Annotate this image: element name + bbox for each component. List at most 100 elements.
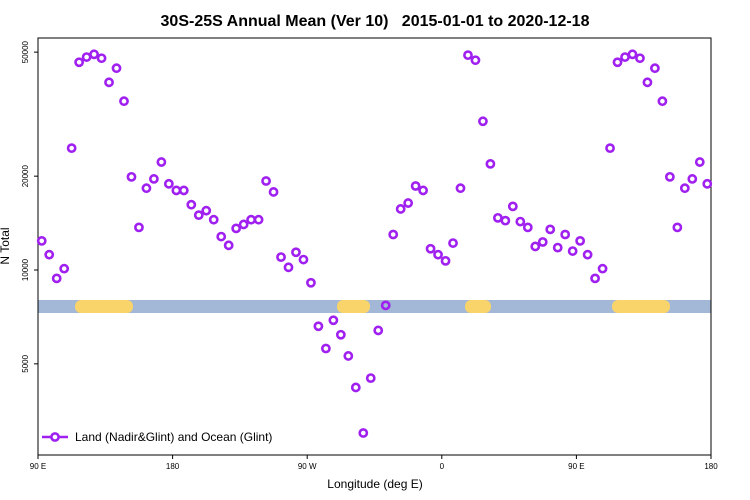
point <box>44 249 55 260</box>
point <box>201 205 212 216</box>
point <box>59 263 70 274</box>
point <box>500 215 511 226</box>
point <box>664 171 675 182</box>
point <box>193 210 204 221</box>
point <box>96 53 107 64</box>
point <box>186 199 197 210</box>
y-tick-label: 50000 <box>21 40 30 63</box>
x-axis-label: Longitude (deg E) <box>327 477 422 491</box>
x-tick-label: 0 <box>440 462 445 471</box>
point <box>291 247 301 258</box>
point <box>156 157 167 167</box>
point <box>567 246 578 256</box>
point <box>410 181 421 191</box>
point <box>455 183 466 194</box>
point <box>111 63 122 74</box>
point <box>605 143 615 154</box>
y-tick-label: 5000 <box>21 354 30 372</box>
point <box>545 224 556 235</box>
point <box>485 158 496 169</box>
point <box>343 351 354 361</box>
point <box>320 343 331 354</box>
x-tick-label: 180 <box>704 462 718 471</box>
point <box>537 237 548 247</box>
point <box>380 300 391 311</box>
point <box>403 198 414 208</box>
point <box>418 185 429 196</box>
x-tick-label: 180 <box>166 462 180 471</box>
point <box>119 96 129 107</box>
point <box>448 238 458 248</box>
point <box>522 222 533 233</box>
point <box>635 53 645 64</box>
point <box>440 255 451 266</box>
point <box>74 57 85 68</box>
point <box>560 229 571 240</box>
point <box>575 235 586 246</box>
land-band <box>337 300 370 313</box>
point <box>679 183 690 194</box>
point <box>373 325 384 336</box>
land-band <box>75 300 133 313</box>
legend-marker <box>50 432 60 442</box>
point <box>365 373 376 384</box>
x-tick-label: 90 E <box>30 462 46 471</box>
point <box>687 174 698 184</box>
point <box>216 231 227 242</box>
legend-label: Land (Nadir&Glint) and Ocean (Glint) <box>75 430 272 444</box>
point <box>358 428 369 438</box>
point <box>672 222 683 233</box>
point <box>306 277 316 288</box>
point <box>463 50 473 61</box>
point <box>395 204 406 214</box>
point <box>36 235 47 246</box>
point <box>208 214 219 225</box>
chart-title: 30S-25S Annual Mean (Ver 10) 2015-01-01 … <box>161 13 590 30</box>
x-tick-label: 90 E <box>568 462 584 471</box>
point <box>350 382 361 393</box>
y-tick-label: 20000 <box>21 165 30 188</box>
point <box>134 222 144 233</box>
point <box>478 116 488 127</box>
point <box>627 49 638 60</box>
point <box>425 243 436 254</box>
point <box>515 216 526 227</box>
land-band <box>612 300 670 313</box>
point <box>470 55 481 66</box>
point <box>388 229 399 240</box>
point <box>51 273 62 284</box>
surface-strip <box>38 300 711 313</box>
point <box>223 240 234 251</box>
point <box>590 273 600 284</box>
land-band <box>465 300 491 313</box>
point <box>276 252 286 263</box>
point <box>261 176 271 186</box>
point <box>149 174 159 184</box>
point <box>657 96 668 107</box>
point <box>597 263 608 274</box>
plot-frame <box>37 37 712 456</box>
point <box>335 329 346 340</box>
point <box>328 315 339 326</box>
point <box>552 242 563 253</box>
point <box>253 214 264 225</box>
y-tick-label: 10000 <box>21 258 30 281</box>
point <box>141 183 152 194</box>
point <box>298 254 309 265</box>
point <box>238 219 249 230</box>
point <box>313 321 324 332</box>
y-axis-label: N Total <box>0 227 12 264</box>
point <box>530 241 541 252</box>
point <box>433 249 443 260</box>
point <box>612 57 623 68</box>
point <box>178 185 189 196</box>
point <box>582 249 593 260</box>
ocean-band <box>38 300 711 313</box>
x-tick-label: 90 W <box>298 462 317 471</box>
point <box>642 77 653 88</box>
point <box>231 223 242 234</box>
point <box>694 157 705 167</box>
point <box>507 201 518 212</box>
point <box>104 77 114 88</box>
